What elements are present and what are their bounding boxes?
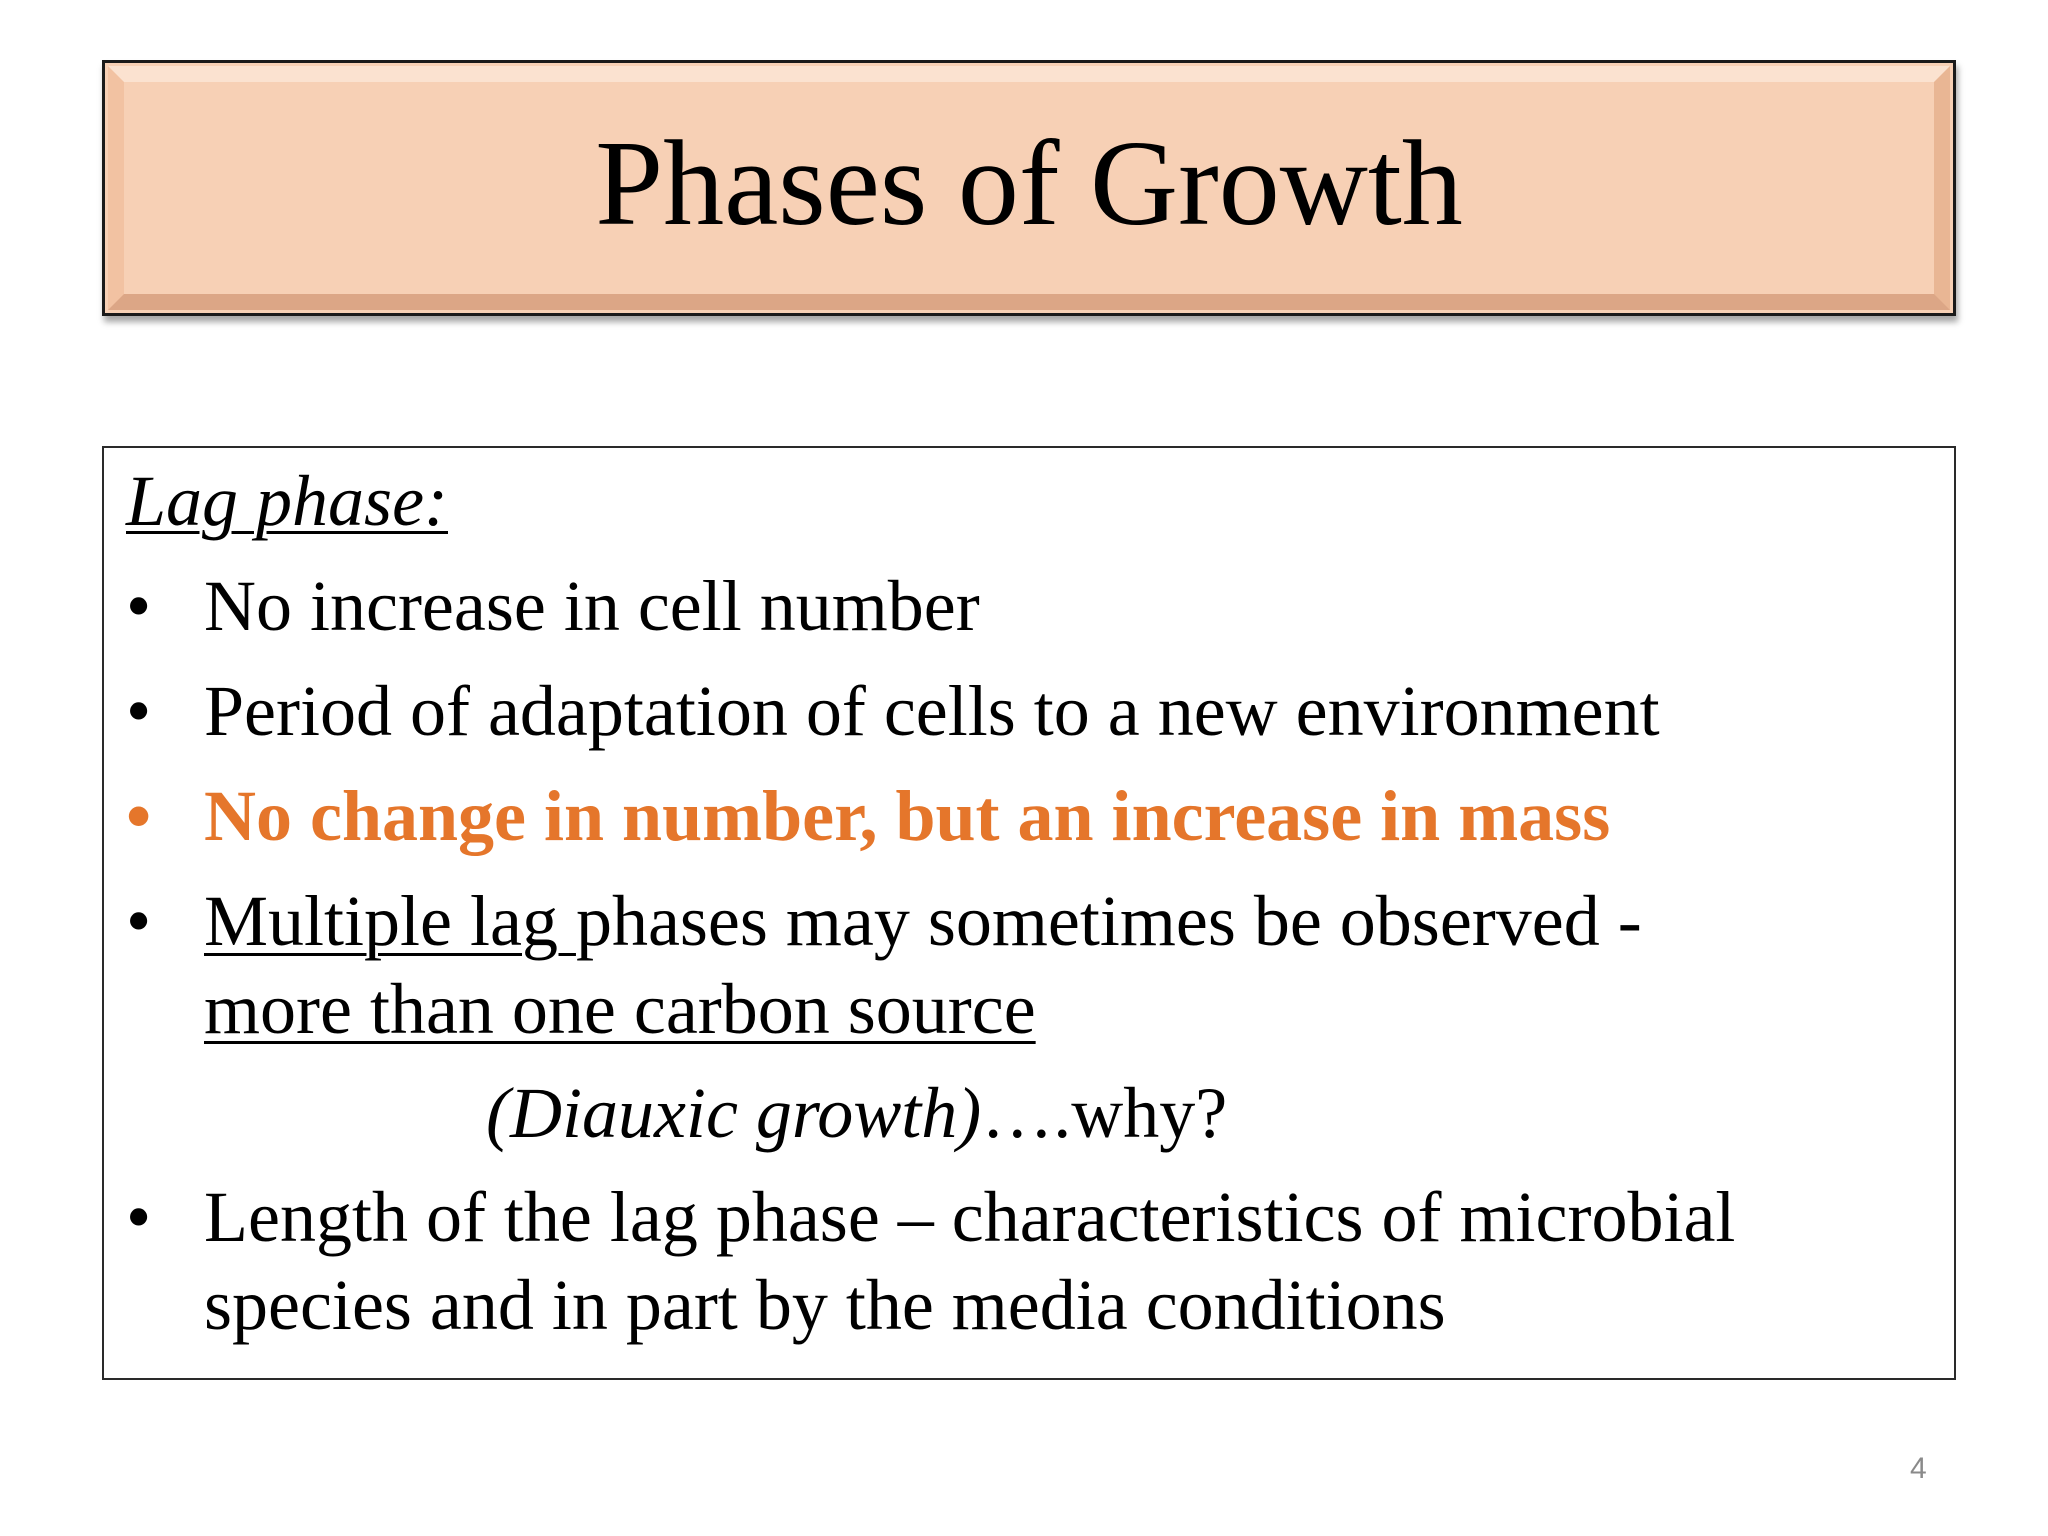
bullet-dot: •: [126, 1177, 152, 1257]
underlined-phrase: Multiple lag: [204, 881, 576, 961]
diauxic-note: (Diauxic growth)….why?: [486, 1069, 1227, 1157]
slide-title: Phases of Growth: [595, 116, 1463, 251]
bullet-text: Period of adaptation of cells to a new e…: [204, 671, 1660, 751]
bullet-text-highlighted: No change in number, but an increase in …: [204, 776, 1611, 856]
diauxic-question: ….why?: [981, 1073, 1228, 1153]
bullet-text: No increase in cell number: [204, 566, 980, 646]
diauxic-term: (Diauxic growth): [486, 1073, 982, 1153]
underlined-phrase: more than one carbon source: [204, 969, 1036, 1049]
bullet-dot: •: [126, 671, 152, 751]
slide-title-box: Phases of Growth: [102, 60, 1956, 316]
content-box: Lag phase: • No increase in cell number …: [102, 446, 1956, 1380]
bullet-text-rest: phases may sometimes be observed -: [575, 881, 1642, 961]
page-number: 4: [1910, 1452, 1927, 1485]
bullet-text: Multiple lag phases may sometimes be obs…: [204, 877, 1642, 965]
bullet-text: Length of the lag phase – characteristic…: [204, 1177, 1736, 1257]
bullet-text-continuation: species and in part by the media conditi…: [204, 1265, 1446, 1345]
bullet-dot: •: [126, 776, 152, 856]
bullet-dot: •: [126, 881, 152, 961]
section-heading: Lag phase:: [126, 461, 448, 541]
bullet-dot: •: [126, 566, 152, 646]
